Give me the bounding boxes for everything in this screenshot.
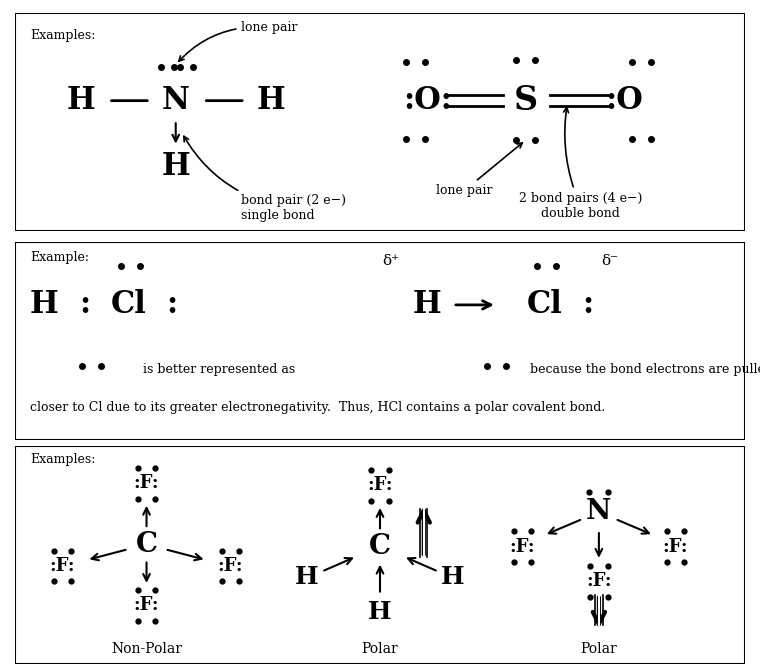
Text: bond pair (2 e−)
single bond: bond pair (2 e−) single bond	[184, 136, 347, 222]
Text: H: H	[413, 289, 442, 320]
Text: N: N	[162, 85, 190, 116]
Text: Example:: Example:	[30, 252, 89, 264]
Text: Cl: Cl	[110, 289, 146, 320]
Text: :F:: :F:	[509, 537, 535, 556]
Text: :O:: :O:	[403, 85, 452, 116]
Text: 2 bond pairs (4 e−)
double bond: 2 bond pairs (4 e−) double bond	[519, 107, 642, 220]
Text: :F:: :F:	[134, 474, 160, 493]
Text: is better represented as: is better represented as	[143, 363, 295, 376]
Text: :F:: :F:	[50, 557, 75, 575]
Text: S: S	[514, 84, 538, 117]
FancyBboxPatch shape	[15, 13, 745, 231]
Text: :F:: :F:	[217, 557, 243, 575]
Text: H: H	[30, 289, 59, 320]
Text: H: H	[368, 600, 392, 624]
Text: δ⁻: δ⁻	[601, 254, 619, 268]
Text: δ⁺: δ⁺	[382, 254, 400, 268]
Text: H: H	[295, 565, 319, 589]
Text: :F:: :F:	[586, 572, 612, 590]
Text: Non-Polar: Non-Polar	[111, 641, 182, 656]
Text: H: H	[161, 150, 190, 182]
Text: :: :	[79, 289, 90, 320]
Text: C: C	[135, 531, 157, 558]
Text: :F:: :F:	[663, 537, 689, 556]
Text: Polar: Polar	[581, 641, 617, 656]
Text: lone pair: lone pair	[179, 21, 298, 61]
Text: :F:: :F:	[134, 597, 160, 615]
Text: :: :	[166, 289, 178, 320]
Text: H: H	[441, 565, 465, 589]
Text: N: N	[586, 498, 612, 525]
Text: Polar: Polar	[362, 641, 398, 656]
Text: C: C	[369, 533, 391, 560]
Text: Examples:: Examples:	[30, 453, 95, 466]
Text: because the bond electrons are pulled: because the bond electrons are pulled	[530, 363, 760, 376]
Text: H: H	[66, 85, 95, 116]
Text: :: :	[582, 289, 594, 320]
FancyBboxPatch shape	[15, 446, 745, 664]
Text: H: H	[256, 85, 285, 116]
FancyBboxPatch shape	[15, 242, 745, 440]
Text: :O: :O	[606, 85, 643, 116]
Text: Examples:: Examples:	[30, 29, 95, 42]
Text: Cl: Cl	[526, 289, 562, 320]
Text: closer to Cl due to its greater electronegativity.  Thus, HCl contains a polar c: closer to Cl due to its greater electron…	[30, 401, 605, 414]
Text: lone pair: lone pair	[435, 143, 522, 197]
Text: :F:: :F:	[367, 476, 393, 495]
